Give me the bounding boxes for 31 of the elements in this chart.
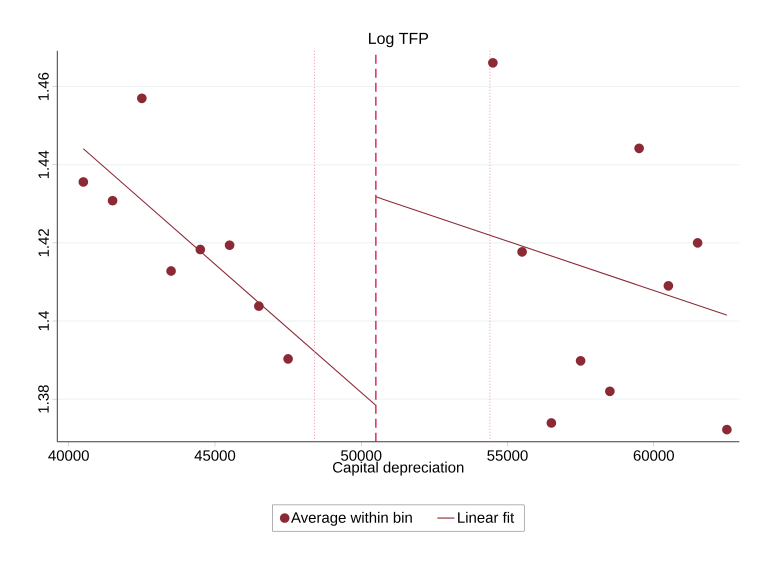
point: [664, 280, 674, 291]
chart-title: Log TFP: [369, 32, 428, 48]
point: [224, 240, 234, 250]
x-axis-title: Capital depreciation: [333, 462, 464, 476]
y-tick-label: 1.4: [38, 311, 49, 330]
point: [692, 238, 702, 248]
x-tick-label: 40000: [48, 450, 89, 461]
point: [108, 196, 118, 206]
point: [283, 354, 293, 364]
legend-label: Average within bin: [291, 512, 412, 526]
x-tick-label: 60000: [634, 450, 674, 461]
point: [546, 418, 556, 428]
point: [576, 356, 586, 366]
x-tick-label: 45000: [194, 450, 236, 461]
point: [136, 94, 147, 104]
point: [78, 177, 88, 187]
y-tick-label: 1.38: [38, 385, 49, 413]
point: [166, 266, 176, 276]
point: [254, 301, 264, 312]
point: [488, 58, 498, 68]
x-tick-label: 50000: [341, 450, 382, 461]
x-tick-label: 55000: [487, 450, 528, 461]
point: [195, 244, 206, 254]
y-tick-label: 1.44: [38, 150, 49, 178]
legend-label: Linear fit: [458, 512, 514, 523]
point: [605, 386, 615, 396]
point: [722, 424, 732, 434]
point: [634, 144, 644, 154]
point: [517, 247, 527, 257]
y-tick-label: 1.46: [38, 72, 49, 100]
y-tick-label: 1.42: [38, 229, 49, 256]
